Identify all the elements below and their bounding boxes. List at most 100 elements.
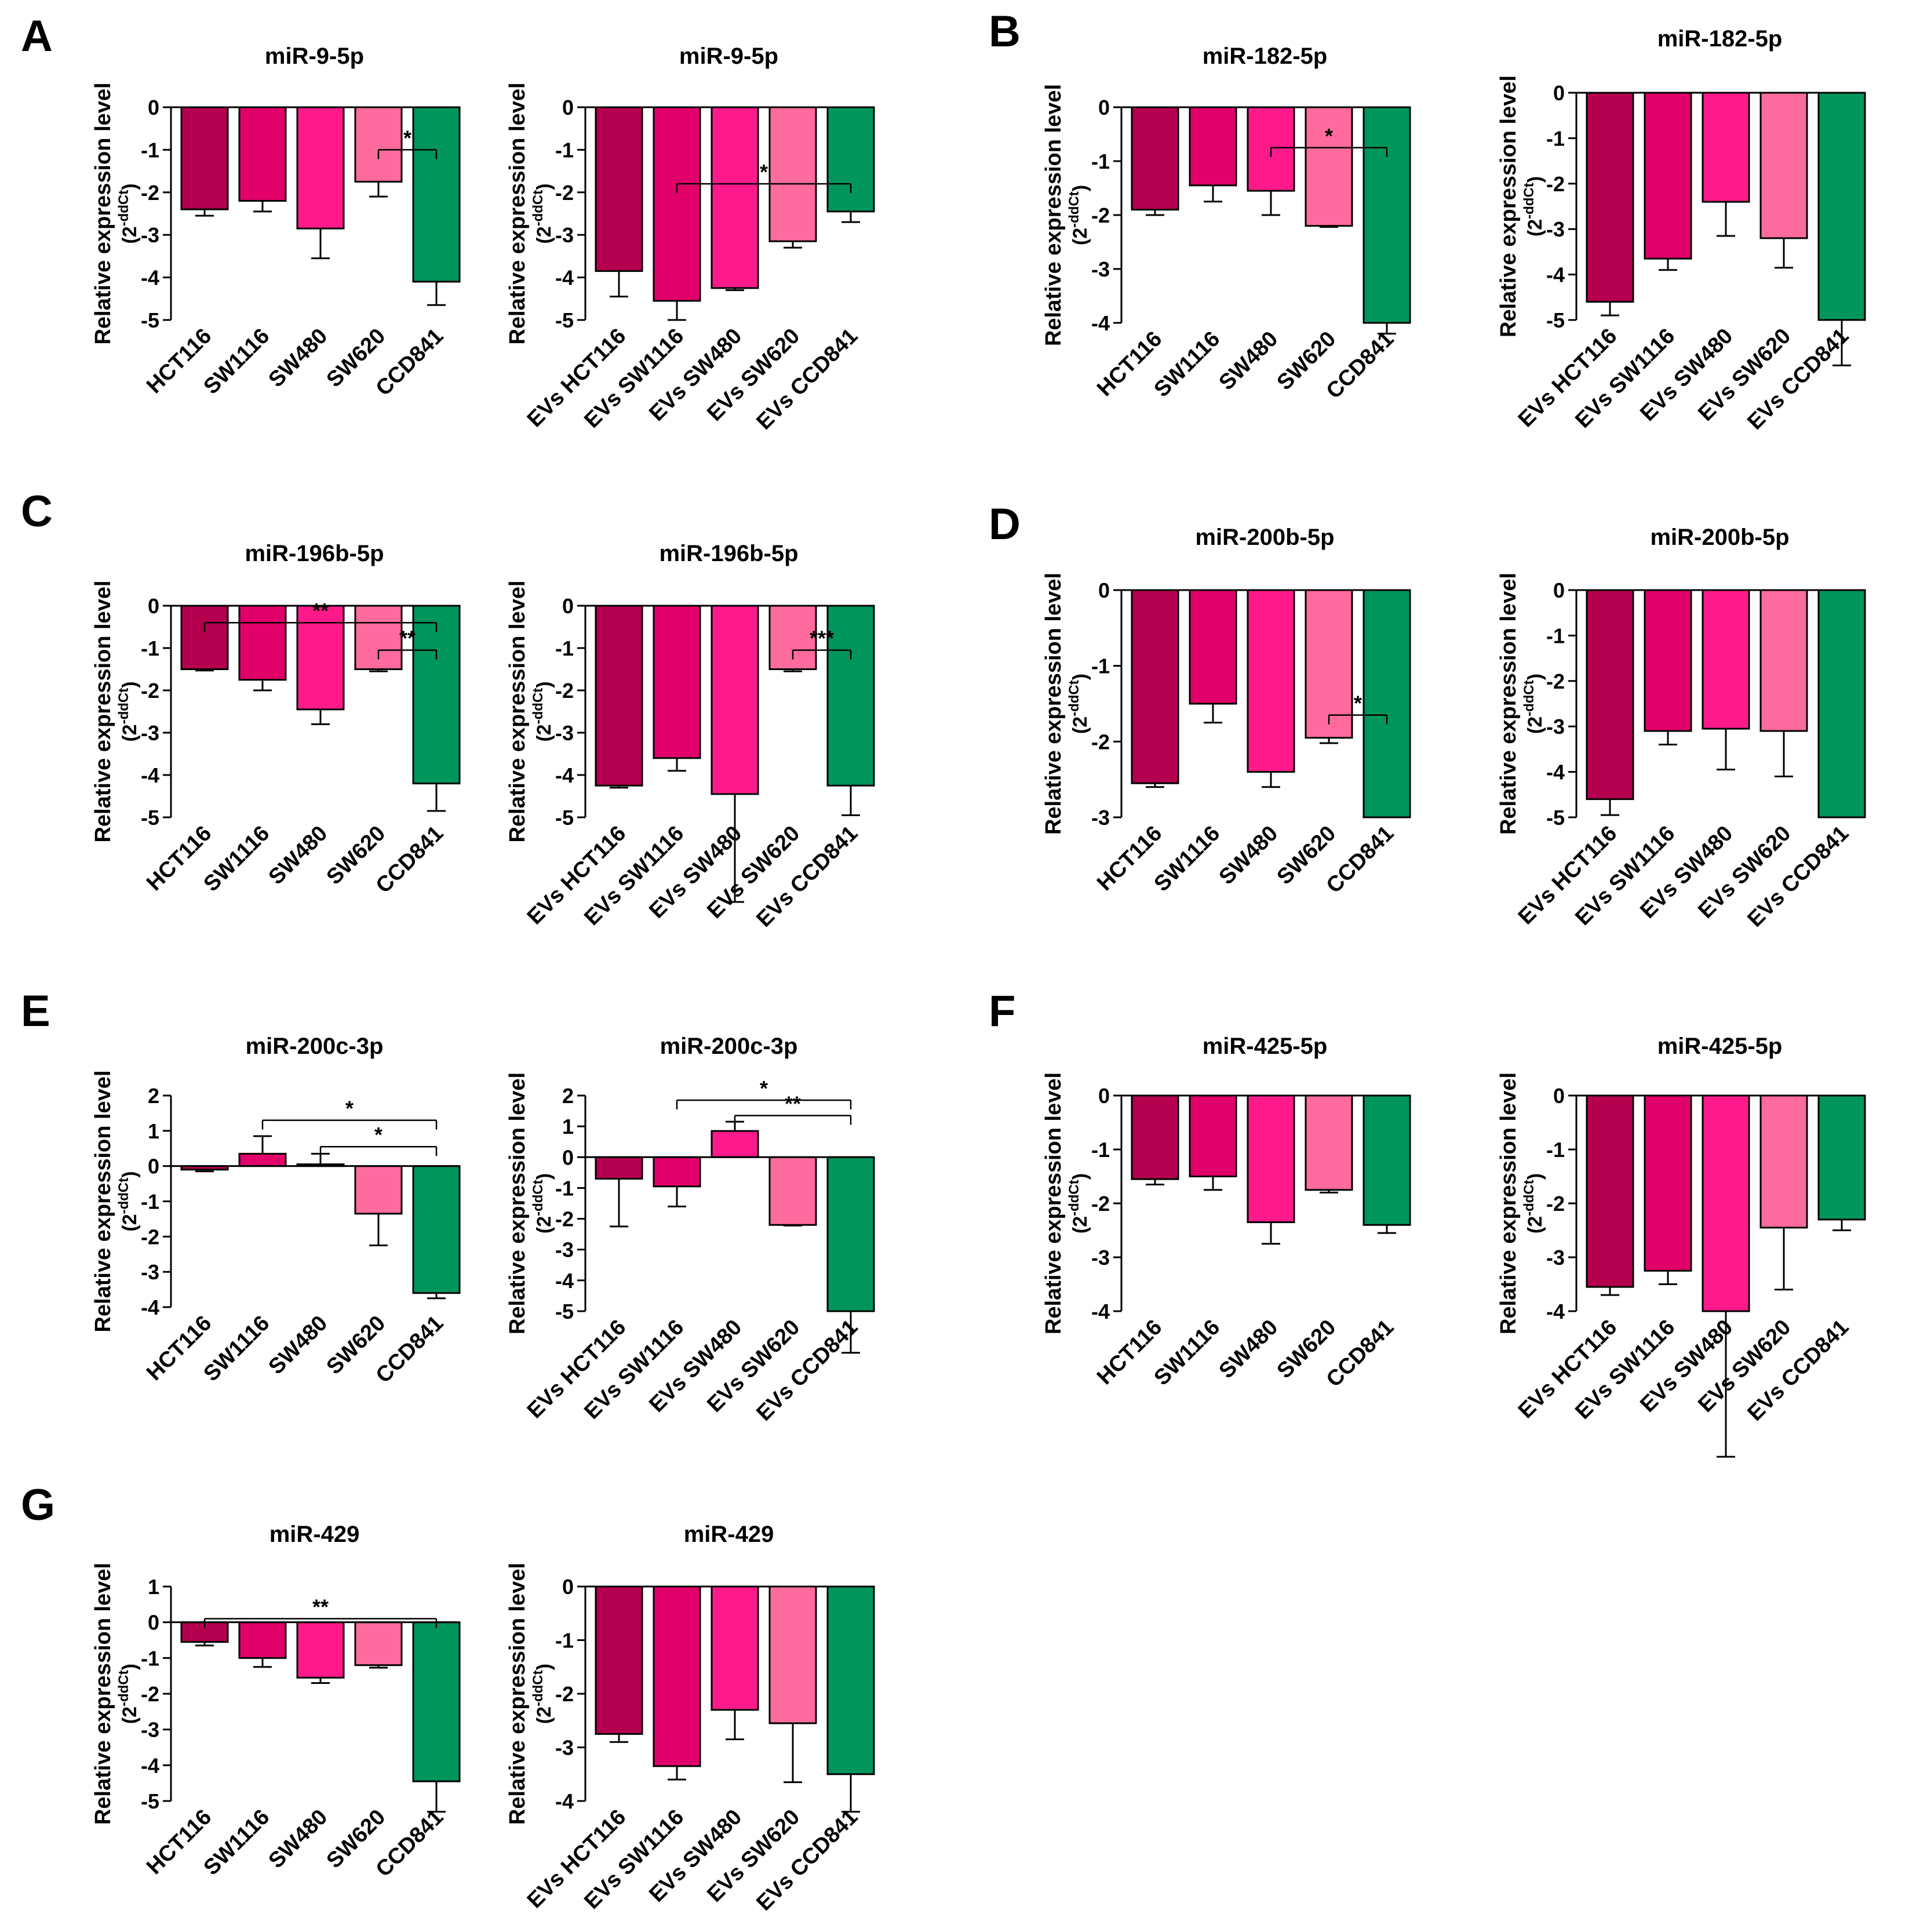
bar	[653, 605, 701, 759]
bar	[711, 1130, 759, 1158]
category-label: EVs SW1116	[1571, 821, 1680, 930]
category-label: SW480	[1215, 1315, 1283, 1384]
y-tick-label: -2	[141, 679, 159, 703]
y-tick-label: 0	[562, 594, 574, 618]
y-axis-unit-sup: -ddCt	[116, 688, 132, 725]
chart-title: miR-9-5p	[679, 43, 778, 69]
y-tick-label: -5	[1546, 308, 1565, 332]
y-axis-unit: (2-ddCt)	[530, 1173, 555, 1234]
category-label: EVs CCD841	[1743, 821, 1853, 932]
bar	[1702, 1094, 1750, 1312]
category-label: SW480	[264, 1311, 333, 1380]
y-tick-label: -3	[1091, 806, 1110, 829]
y-tick-label: -4	[1546, 263, 1565, 287]
bar	[826, 1585, 875, 1775]
y-axis-unit-base: (2	[119, 1707, 141, 1724]
bar	[768, 1156, 817, 1226]
y-tick-label: 0	[562, 96, 574, 119]
y-axis-unit-close: )	[1524, 1173, 1546, 1180]
y-tick-label: 0	[1098, 96, 1110, 119]
chart-title: miR-425-5p	[1203, 1034, 1328, 1059]
y-tick-label: -4	[141, 763, 159, 787]
bar	[1702, 92, 1750, 203]
y-tick-label: 0	[148, 1155, 159, 1178]
category-label: EVs SW1116	[1571, 324, 1680, 433]
y-axis-unit: (2-ddCt)	[116, 681, 141, 741]
bar	[1362, 1094, 1411, 1226]
category-label: SW480	[264, 1805, 333, 1873]
category-label: EVs HCT116	[523, 324, 631, 432]
bar	[1759, 1094, 1808, 1229]
chart-b-cells: miR-182-5pHCT116SW1116SW480SW620CCD8410-…	[1041, 43, 1411, 403]
y-tick-label: -3	[555, 1238, 574, 1262]
bar	[1305, 1094, 1353, 1191]
bar	[1247, 1094, 1295, 1224]
y-tick-label: 0	[148, 96, 159, 119]
y-tick-label: -4	[141, 1296, 159, 1319]
bar	[653, 1585, 701, 1767]
y-axis-unit-sup: -ddCt	[116, 1178, 132, 1214]
y-tick-label: -2	[1091, 203, 1110, 227]
y-axis-unit-sup: -ddCt	[1066, 191, 1082, 228]
y-tick-label: -3	[1091, 1246, 1110, 1269]
y-axis-unit: (2-ddCt)	[1066, 1173, 1091, 1234]
y-tick-label: -2	[141, 1682, 159, 1706]
y-axis-label: Relative expression level	[91, 1563, 115, 1825]
significance-label: *	[374, 1123, 382, 1147]
y-axis-unit-base: (2	[1069, 1216, 1091, 1234]
bar	[1817, 1094, 1866, 1221]
y-axis-unit-close: )	[119, 1171, 141, 1177]
bar	[826, 605, 875, 787]
significance-label: *	[760, 1076, 768, 1100]
y-axis-label: Relative expression level	[1496, 75, 1521, 337]
bar	[1586, 589, 1634, 801]
y-axis-label: Relative expression level	[505, 580, 530, 842]
y-tick-label: -2	[555, 1682, 574, 1706]
chart-e-cells: miR-200c-3pHCT116SW1116SW480SW620CCD8412…	[91, 1034, 461, 1388]
y-tick-label: -4	[1546, 1300, 1565, 1323]
y-axis-unit-close: )	[119, 681, 141, 687]
significance-label: **	[785, 1092, 801, 1116]
y-tick-label: 1	[148, 1575, 159, 1599]
bar	[1189, 106, 1237, 187]
y-tick-label: -1	[1546, 1138, 1565, 1162]
chart-a-cells: miR-9-5pHCT116SW1116SW480SW620CCD8410-1-…	[91, 43, 461, 401]
bar	[1702, 589, 1750, 730]
bar	[1362, 589, 1411, 818]
y-tick-label: -3	[555, 1736, 574, 1760]
y-tick-label: 1	[148, 1119, 159, 1143]
bar	[1586, 92, 1634, 303]
y-tick-label: -3	[141, 1260, 159, 1284]
category-label: EVs HCT116	[1514, 821, 1622, 930]
significance-label: **	[312, 599, 329, 623]
y-axis-unit-base: (2	[533, 724, 555, 741]
chart-title: miR-182-5p	[1203, 43, 1328, 69]
bar	[595, 605, 643, 787]
bar	[1247, 589, 1295, 773]
y-tick-label: 0	[148, 594, 159, 618]
bar	[1644, 92, 1692, 260]
chart-title: miR-429	[684, 1522, 774, 1547]
y-axis-unit: (2-ddCt)	[116, 1664, 141, 1724]
y-axis-unit-sup: -ddCt	[116, 190, 132, 227]
y-tick-label: -1	[555, 636, 574, 660]
category-label: EVs SW1116	[1571, 1315, 1680, 1424]
bar	[1644, 589, 1692, 732]
y-tick-label: -5	[1546, 806, 1565, 829]
y-tick-label: 0	[562, 1145, 574, 1169]
significance-label: *	[760, 160, 768, 184]
y-tick-label: -1	[1546, 624, 1565, 647]
y-axis-unit-sup: -ddCt	[1066, 1180, 1082, 1216]
chart-title: miR-200b-5p	[1195, 525, 1334, 550]
panel-letter-g: G	[21, 1480, 55, 1530]
y-tick-label: -2	[555, 181, 574, 205]
significance-label: ***	[810, 627, 834, 650]
y-axis-label: Relative expression level	[505, 82, 530, 344]
y-tick-label: -2	[555, 679, 574, 703]
y-axis-unit-base: (2	[1524, 1216, 1546, 1234]
significance-label: **	[399, 627, 416, 650]
significance-label: *	[345, 1097, 354, 1120]
y-tick-label: -1	[1546, 126, 1565, 150]
